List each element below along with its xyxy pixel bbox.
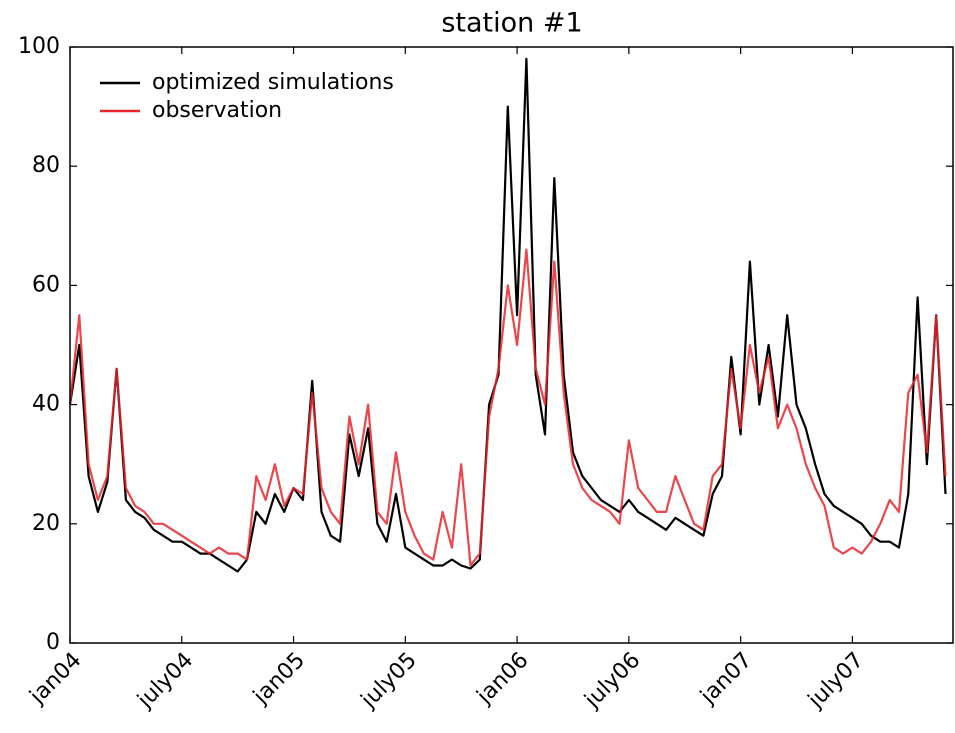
- x-tick-label: july06: [579, 648, 645, 714]
- x-tick-label: july07: [803, 648, 869, 714]
- y-tick-label: 80: [32, 153, 60, 178]
- chart-title: station #1: [441, 8, 582, 39]
- y-tick-label: 60: [32, 272, 60, 297]
- data-line: [68, 57, 947, 573]
- x-tick-label: jan05: [248, 648, 310, 710]
- legend-label: optimized simulations: [152, 70, 394, 95]
- x-tick-label: jan06: [472, 648, 534, 710]
- x-tick-label: july04: [132, 648, 198, 714]
- y-tick-label: 100: [18, 34, 60, 59]
- plot-frame: [69, 46, 954, 644]
- x-tick-label: jan04: [25, 648, 87, 710]
- y-tick-label: 20: [32, 511, 60, 536]
- legend-label: observation: [152, 98, 282, 123]
- y-tick-label: 0: [46, 630, 60, 655]
- y-tick-label: 40: [32, 392, 60, 417]
- x-tick-label: jan07: [695, 648, 757, 710]
- x-tick-label: july05: [356, 648, 422, 714]
- data-line: [68, 248, 947, 567]
